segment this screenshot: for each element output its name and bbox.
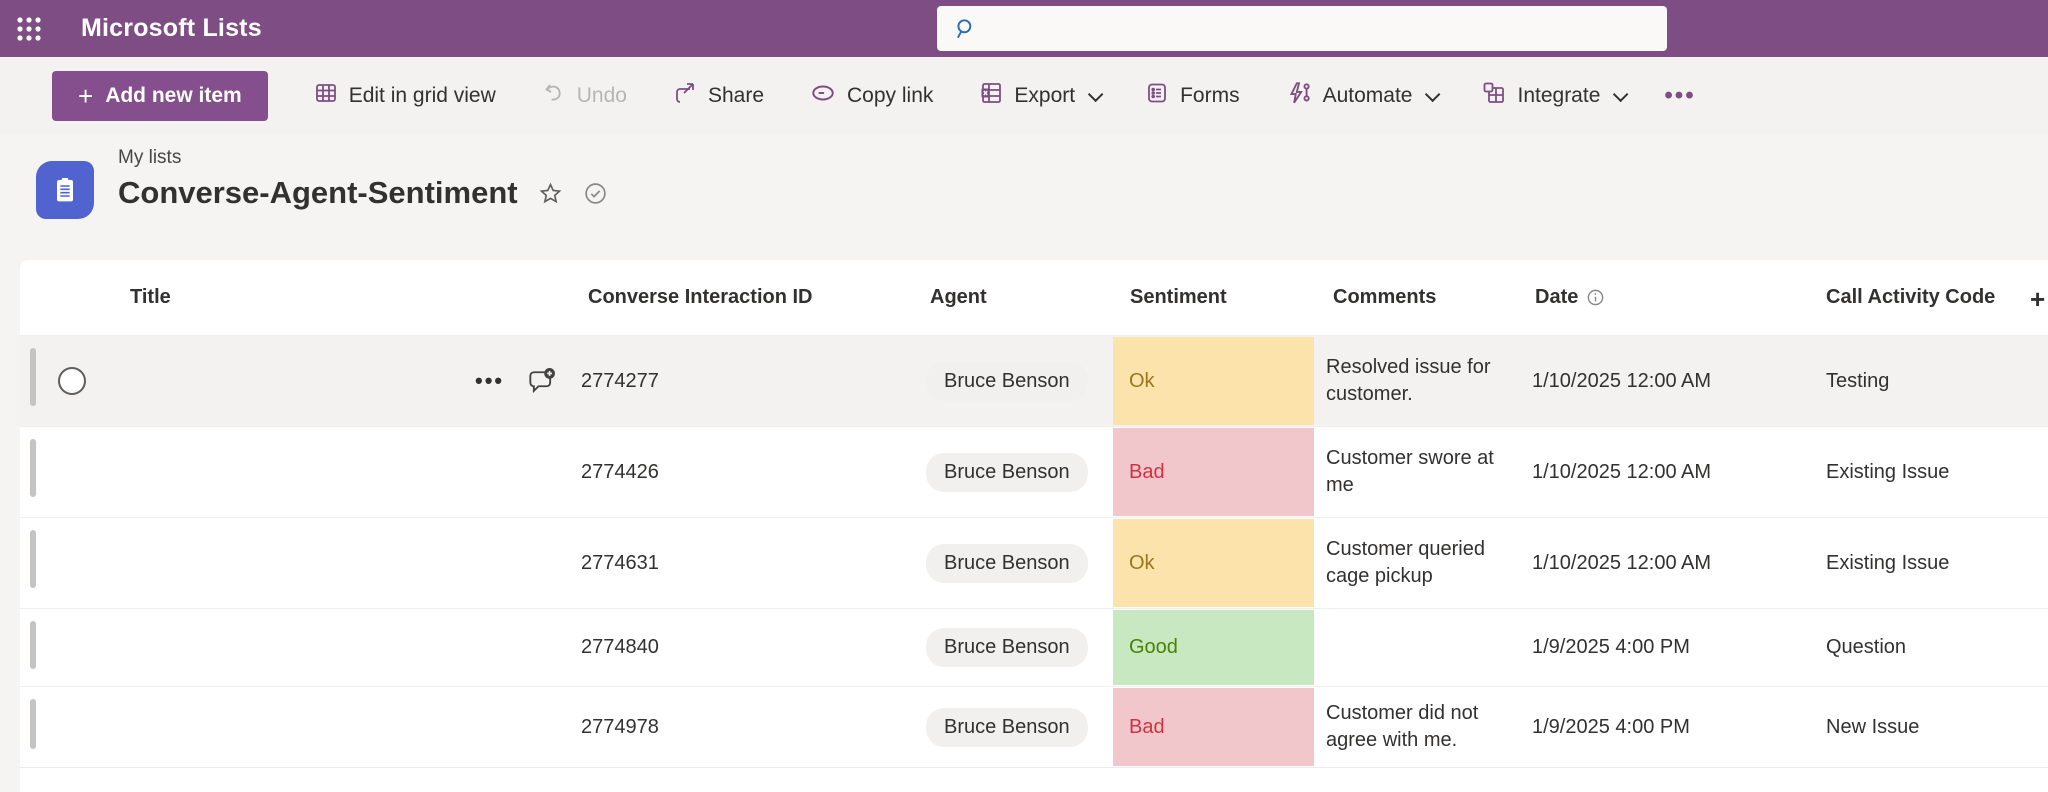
- undo-icon: [542, 81, 566, 111]
- column-header-date[interactable]: Date: [1524, 286, 1820, 309]
- list-header: My lists Converse-Agent-Sentiment: [0, 135, 2048, 260]
- cell-date[interactable]: 1/9/2025 4:00 PM: [1532, 715, 1690, 738]
- chevron-down-icon: [1613, 86, 1629, 102]
- cell-comments[interactable]: Customer queried cage pickup: [1326, 538, 1485, 587]
- cell-agent: Bruce Benson: [908, 518, 1106, 608]
- row-drag-handle[interactable]: [30, 530, 36, 588]
- cell-call-activity-code[interactable]: Question: [1826, 636, 1907, 658]
- more-commands-button[interactable]: •••: [1664, 82, 1696, 109]
- cell-sentiment[interactable]: Bad: [1106, 427, 1320, 517]
- share-icon: [673, 81, 697, 111]
- column-header-call-activity-code[interactable]: Call Activity Code: [1826, 286, 1996, 308]
- grid-icon: [314, 81, 338, 111]
- cell-interaction-id[interactable]: 2774277: [581, 369, 659, 392]
- cell-comments[interactable]: Customer did not agree with me.: [1326, 702, 1479, 751]
- app-header: Microsoft Lists: [0, 0, 2048, 57]
- forms-icon: [1145, 81, 1169, 111]
- agent-pill[interactable]: Bruce Benson: [926, 361, 1088, 401]
- page-title: Converse-Agent-Sentiment: [118, 175, 518, 210]
- row-drag-handle[interactable]: [30, 621, 36, 669]
- cell-interaction-id[interactable]: 2774631: [581, 551, 659, 574]
- cell-date[interactable]: 1/10/2025 12:00 AM: [1532, 551, 1712, 574]
- cell-agent: Bruce Benson: [908, 687, 1106, 767]
- command-bar: + Add new item Edit in grid view Undo Sh…: [0, 57, 2048, 135]
- check-circle-icon[interactable]: [583, 181, 608, 206]
- add-column-button[interactable]: +: [2030, 284, 2046, 314]
- cell-date[interactable]: 1/10/2025 12:00 AM: [1532, 460, 1712, 483]
- info-icon: [1586, 288, 1605, 307]
- agent-pill[interactable]: Bruce Benson: [926, 628, 1088, 667]
- table-header-row: Title Converse Interaction ID Agent Sent…: [20, 260, 2048, 335]
- cell-interaction-id[interactable]: 2774978: [581, 715, 659, 738]
- cell-call-activity-code[interactable]: Existing Issue: [1826, 551, 1950, 574]
- search-input[interactable]: [937, 6, 1667, 51]
- agent-pill[interactable]: Bruce Benson: [926, 452, 1088, 492]
- cell-agent: Bruce Benson: [908, 427, 1106, 517]
- favorite-star-icon[interactable]: [538, 181, 563, 206]
- share-button[interactable]: Share: [673, 81, 764, 111]
- cell-comments[interactable]: Resolved issue for customer.: [1326, 356, 1491, 405]
- integrate-button[interactable]: Integrate: [1482, 81, 1629, 111]
- chevron-down-icon: [1087, 86, 1104, 102]
- integrate-icon: [1482, 81, 1506, 111]
- agent-pill[interactable]: Bruce Benson: [926, 707, 1088, 747]
- link-icon: [810, 80, 836, 112]
- app-title: Microsoft Lists: [81, 14, 262, 42]
- cell-comments[interactable]: [1320, 609, 1524, 686]
- cell-call-activity-code[interactable]: Existing Issue: [1826, 460, 1950, 483]
- cell-sentiment[interactable]: Ok: [1106, 336, 1320, 426]
- cell-interaction-id[interactable]: 2774426: [581, 460, 659, 483]
- app-launcher-icon[interactable]: [0, 0, 57, 57]
- plus-icon: +: [78, 81, 94, 111]
- row-drag-handle[interactable]: [30, 348, 36, 406]
- add-new-item-button[interactable]: + Add new item: [52, 71, 268, 121]
- cell-sentiment[interactable]: Bad: [1106, 687, 1320, 767]
- export-button[interactable]: Export: [979, 81, 1104, 111]
- cell-date[interactable]: 1/9/2025 4:00 PM: [1532, 636, 1690, 658]
- table-row[interactable]: 2774978 Bruce Benson Bad Customer did no…: [20, 686, 2048, 767]
- cell-agent: Bruce Benson: [908, 609, 1106, 686]
- table-row[interactable]: 2774631 Bruce Benson Ok Customer queried…: [20, 517, 2048, 608]
- table-row[interactable]: 2774426 Bruce Benson Bad Customer swore …: [20, 426, 2048, 517]
- column-header-title[interactable]: Title: [130, 286, 171, 308]
- cell-agent: Bruce Benson: [908, 336, 1106, 426]
- row-drag-handle[interactable]: [30, 439, 36, 497]
- column-header-sentiment[interactable]: Sentiment: [1130, 286, 1227, 308]
- row-drag-handle[interactable]: [30, 699, 36, 749]
- list-app-icon: [36, 161, 94, 219]
- excel-export-icon: [979, 81, 1003, 111]
- cell-call-activity-code[interactable]: New Issue: [1826, 715, 1920, 738]
- cell-sentiment[interactable]: Good: [1106, 609, 1320, 686]
- cell-interaction-id[interactable]: 2774840: [581, 636, 659, 658]
- empty-next-row: [20, 767, 2048, 792]
- copy-link-button[interactable]: Copy link: [810, 80, 933, 112]
- row-more-actions-button[interactable]: •••: [475, 368, 505, 393]
- list-view-table: Title Converse Interaction ID Agent Sent…: [20, 260, 2048, 792]
- table-row[interactable]: 2774840 Bruce Benson Good 1/9/2025 4:00 …: [20, 608, 2048, 686]
- automate-button[interactable]: Automate: [1286, 80, 1441, 112]
- table-row[interactable]: ••• 2774277 Bruce Benson Ok Resolved iss…: [20, 335, 2048, 426]
- undo-button[interactable]: Undo: [542, 81, 627, 111]
- row-checkbox[interactable]: [58, 367, 86, 395]
- add-comment-icon[interactable]: [528, 367, 556, 395]
- cell-call-activity-code[interactable]: Testing: [1826, 369, 1890, 392]
- forms-button[interactable]: Forms: [1145, 81, 1240, 111]
- cell-comments[interactable]: Customer swore at me: [1326, 447, 1494, 496]
- search-icon: [953, 16, 979, 42]
- agent-pill[interactable]: Bruce Benson: [926, 543, 1088, 583]
- cell-date[interactable]: 1/10/2025 12:00 AM: [1532, 369, 1712, 392]
- chevron-down-icon: [1425, 86, 1441, 102]
- edit-in-grid-view-button[interactable]: Edit in grid view: [314, 81, 496, 111]
- column-header-interaction-id[interactable]: Converse Interaction ID: [588, 286, 813, 308]
- breadcrumb-my-lists[interactable]: My lists: [118, 147, 182, 168]
- cell-sentiment[interactable]: Ok: [1106, 518, 1320, 608]
- column-header-agent[interactable]: Agent: [930, 286, 987, 308]
- automate-flow-icon: [1286, 80, 1312, 112]
- column-header-comments[interactable]: Comments: [1333, 286, 1437, 308]
